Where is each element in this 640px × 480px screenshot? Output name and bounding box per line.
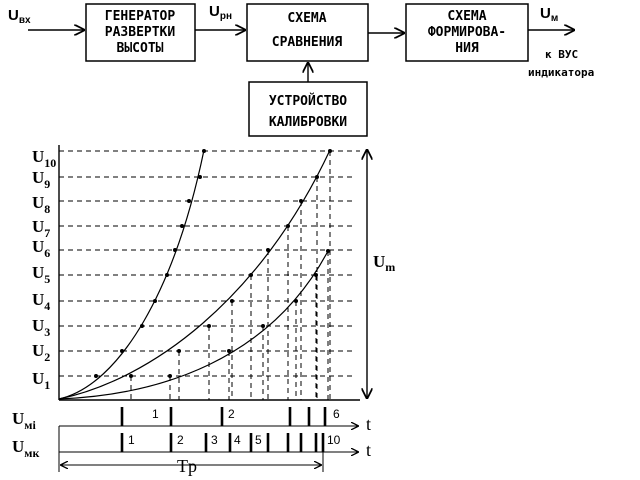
pulse-row-mi-ticks: 1 2 6 [120,407,340,426]
ramp-curve-medium [58,149,331,400]
level-lines [59,150,360,377]
point-shallow-5 [314,273,318,277]
intersection-drop-lines [130,151,331,400]
point-steep-2 [120,349,124,353]
mk-pulse-label-5: 5 [255,433,262,447]
point-medium-2 [177,349,181,353]
comparison-block-line-2: СРАВНЕНИЯ [272,35,343,50]
ramp-curve-shallow [58,250,329,400]
output-signal-label: Uм [540,5,558,24]
level-label-2: U2 [32,341,50,364]
comparison-block [246,3,369,62]
calibration-block-line-1: УСТРОЙСТВО [269,93,347,109]
level-label-5: U5 [32,263,50,286]
point-medium-8 [299,199,303,203]
level-label-10: U10 [32,147,56,170]
point-shallow-4 [294,299,298,303]
pulse-row-mk-ticks: 1 2 3 4 5 10 [120,433,341,452]
point-steep-7 [180,224,184,228]
forming-block [405,3,529,62]
point-medium-6 [266,248,270,252]
mk-pulse-label-6: 10 [327,433,341,447]
point-medium-7 [286,224,290,228]
comparison-block-line-1: СХЕМА [287,11,326,26]
point-medium-9 [315,175,319,179]
point-steep-10 [202,149,206,153]
calibration-block [248,81,368,137]
point-medium-1 [129,374,133,378]
point-medium-5 [249,273,253,277]
pulse-row-mk-time-label: t [366,440,371,460]
mk-pulse-label-1: 1 [128,433,135,447]
point-shallow-1 [168,374,172,378]
level-label-7: U7 [32,217,50,240]
block-diagram: Uвх ГЕНЕРАТОР РАЗВЕРТКИ ВЫСОТЫ Uрн СХЕМА… [8,3,594,137]
pulse-row-mk-label: Uмк [12,437,39,460]
level-label-6: U6 [32,237,50,260]
intersection-points [94,149,332,378]
forming-block-line-1: СХЕМА [447,9,486,24]
level-label-3: U3 [32,316,50,339]
point-steep-5 [165,273,169,277]
point-steep-4 [153,299,157,303]
point-shallow-2 [227,349,231,353]
forming-block-line-3: НИЯ [455,41,479,56]
mk-pulse-label-3: 3 [211,433,218,447]
point-steep-9 [198,175,202,179]
destination-line-2: индикатора [528,66,594,79]
point-shallow-6 [326,249,330,253]
point-steep-8 [187,199,191,203]
level-label-1: U1 [32,369,50,392]
level-label-9: U9 [32,168,50,191]
input-signal-label: Uвх [8,7,31,26]
mk-pulse-label-2: 2 [177,433,184,447]
level-label-8: U8 [32,193,50,216]
point-medium-3 [207,324,211,328]
point-steep-3 [140,324,144,328]
point-shallow-3 [261,324,265,328]
pulse-row-mi-label: Uмi [12,409,36,432]
destination-line-1: к ВУС [545,48,578,61]
amplitude-label: Um [373,252,395,274]
mk-pulse-label-4: 4 [234,433,241,447]
mi-pulse-label-2: 2 [228,407,235,421]
point-medium-4 [230,299,234,303]
forming-block-line-2: ФОРМИРОВА- [428,25,506,40]
calibration-block-line-2: КАЛИБРОВКИ [269,115,347,130]
generator-block-line-2: РАЗВЕРТКИ [105,25,176,40]
generator-block-line-3: ВЫСОТЫ [117,41,164,56]
mi-pulse-label-1: 1 [152,407,159,421]
period-label: Tр [177,456,197,476]
point-steep-6 [173,248,177,252]
level-label-4: U4 [32,290,50,313]
ramp-signal-label: Uрн [209,3,232,22]
pulse-row-mi-time-label: t [366,414,371,434]
point-medium-10 [328,149,332,153]
ramp-curve-steep [58,149,205,400]
mi-pulse-label-3: 6 [333,407,340,421]
generator-block-line-1: ГЕНЕРАТОР [105,9,176,24]
point-steep-1 [94,374,98,378]
generator-block [85,3,196,62]
